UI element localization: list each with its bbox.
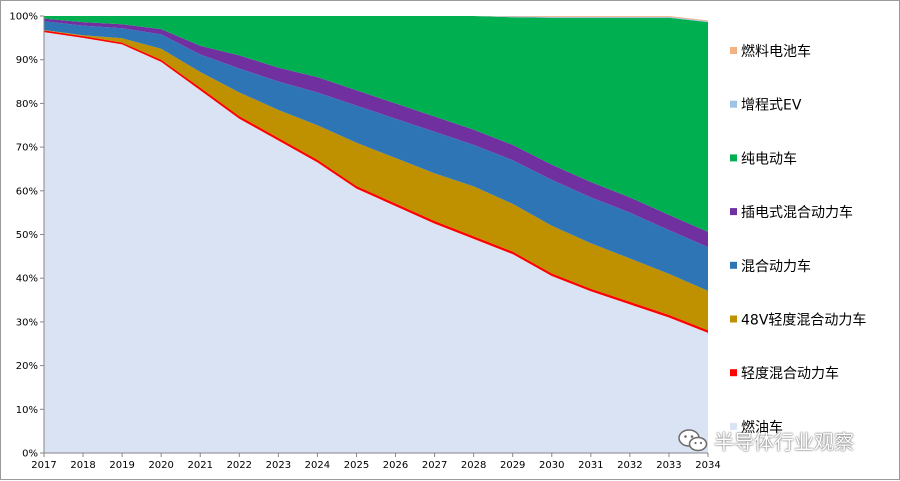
x-tick-label-8: 2025 — [344, 460, 369, 471]
legend-swatch-7 — [730, 47, 737, 54]
y-tick-label-4: 40% — [16, 274, 38, 285]
y-tick-label-8: 80% — [16, 99, 38, 110]
x-tick-label-0: 2017 — [31, 460, 56, 471]
x-tick-label-15: 2032 — [617, 460, 642, 471]
area-series-2 — [44, 29, 708, 331]
x-tick-label-17: 2034 — [695, 460, 720, 471]
y-tick-label-0: 0% — [22, 449, 38, 460]
x-tick-label-1: 2018 — [70, 460, 95, 471]
y-tick-label-9: 90% — [16, 55, 38, 66]
legend-swatch-3 — [730, 261, 737, 269]
legend-swatch-2 — [730, 315, 737, 323]
legend-label-1: 轻度混合动力车 — [741, 365, 839, 382]
y-tick-label-7: 70% — [16, 143, 38, 154]
area-series-6 — [44, 16, 708, 23]
x-tick-label-4: 2021 — [188, 460, 213, 471]
legend-label-4: 插电式混合动力车 — [741, 204, 853, 221]
x-tick-label-10: 2027 — [422, 460, 447, 471]
x-tick-label-13: 2030 — [539, 460, 564, 471]
x-tick-label-3: 2020 — [148, 460, 173, 471]
legend-swatch-0 — [730, 422, 737, 430]
legend-label-2: 48V轻度混合动力车 — [741, 312, 866, 329]
legend-label-3: 混合动力车 — [741, 258, 811, 275]
watermark-text: 半导体行业观察 — [714, 430, 854, 454]
legend-label-7: 燃料电池车 — [741, 43, 811, 60]
x-tick-label-5: 2022 — [227, 460, 252, 471]
x-tick-label-2: 2019 — [109, 460, 134, 471]
x-tick-label-7: 2024 — [305, 460, 330, 471]
x-tick-label-11: 2028 — [461, 460, 486, 471]
legend-label-0: 燃油车 — [741, 419, 783, 436]
legend-label-6: 增程式EV — [741, 98, 802, 114]
x-tick-label-9: 2026 — [383, 460, 408, 471]
y-tick-label-10: 100% — [9, 12, 38, 23]
watermark: 半导体行业观察 — [678, 426, 854, 455]
y-tick-label-2: 20% — [16, 361, 38, 372]
wechat-icon — [678, 428, 708, 451]
legend-swatch-6 — [730, 100, 737, 108]
area-series-0 — [44, 32, 708, 454]
area-series-5 — [44, 16, 708, 232]
legend-swatch-5 — [730, 154, 737, 162]
legend-label-5: 纯电动车 — [741, 150, 797, 167]
y-tick-label-1: 10% — [16, 405, 38, 416]
x-tick-label-12: 2029 — [500, 460, 525, 471]
legend-swatch-4 — [730, 208, 737, 216]
x-tick-label-14: 2031 — [578, 460, 603, 471]
area-layer — [44, 16, 708, 454]
area-series-7 — [44, 16, 708, 22]
legend-swatch-1 — [730, 369, 737, 377]
y-tick-label-3: 30% — [16, 317, 38, 328]
x-tick-label-6: 2023 — [266, 460, 291, 471]
x-tick-label-16: 2033 — [656, 460, 681, 471]
y-tick-label-5: 50% — [16, 230, 38, 241]
y-tick-label-6: 60% — [16, 186, 38, 197]
